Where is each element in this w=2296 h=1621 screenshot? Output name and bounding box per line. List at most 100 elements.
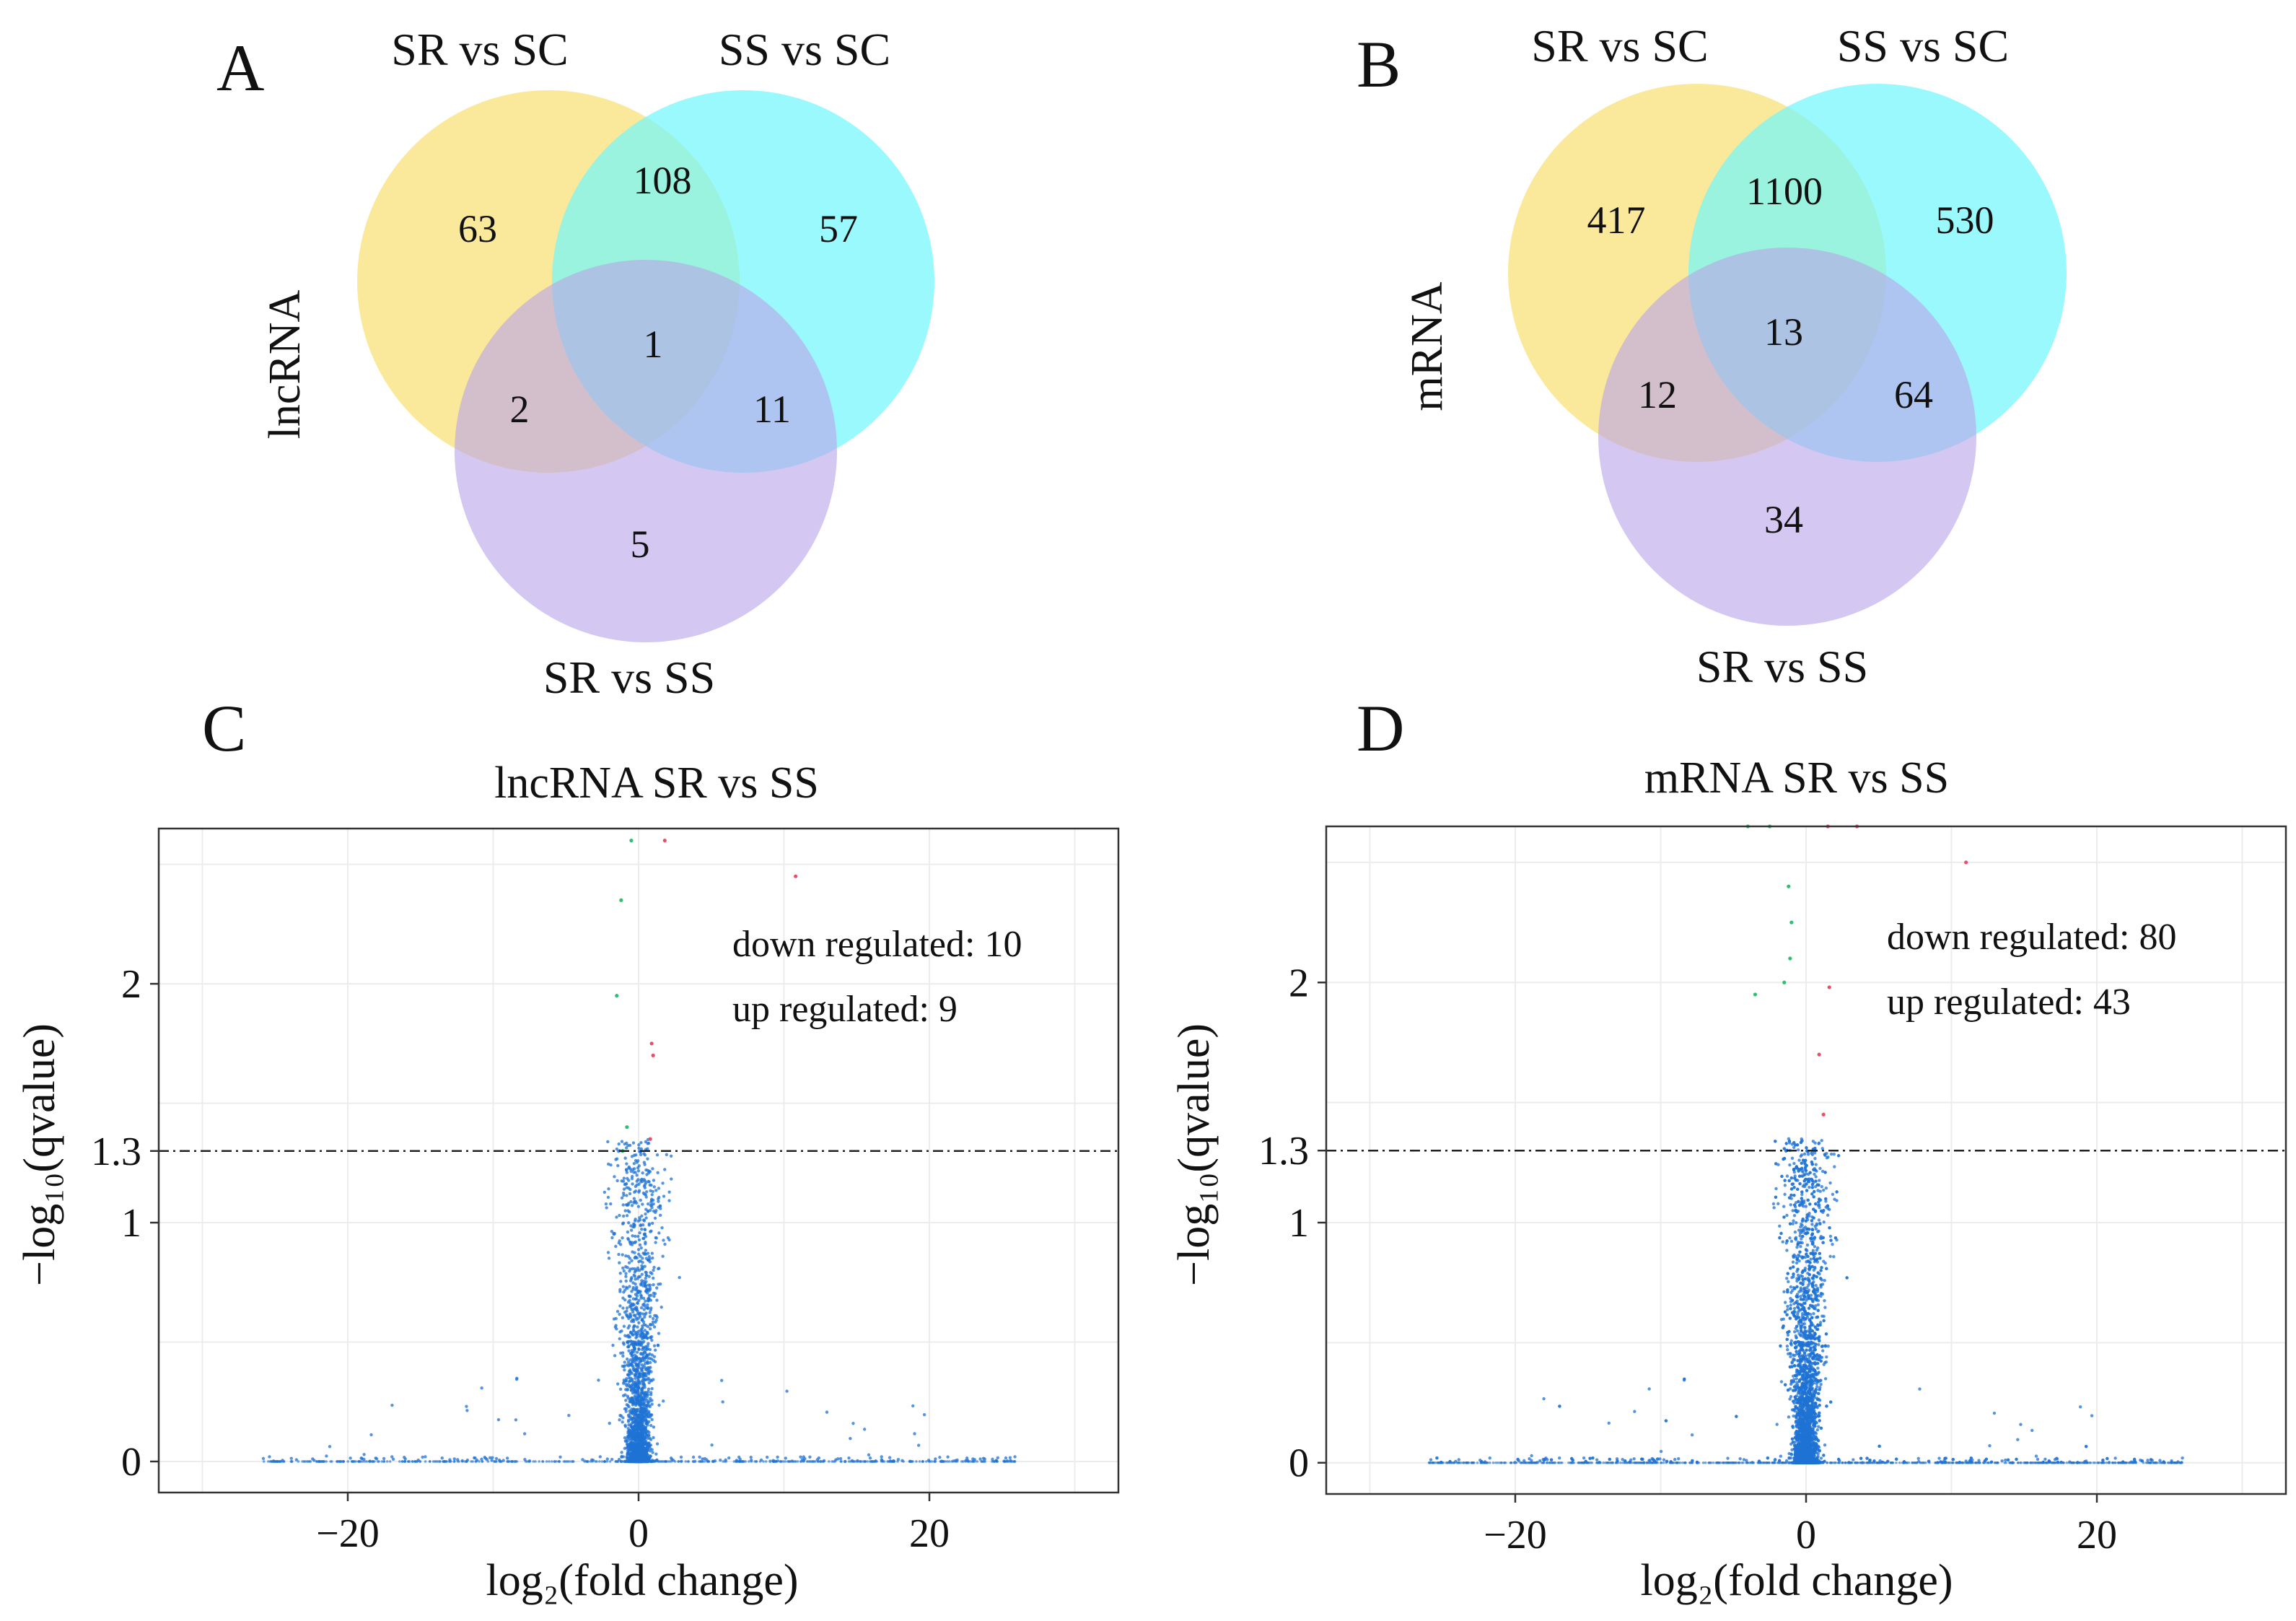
- data-point-ns: [612, 1317, 616, 1321]
- data-point-ns: [623, 1156, 627, 1160]
- data-point-ns: [669, 1456, 673, 1460]
- data-point-ns: [642, 1395, 646, 1399]
- data-point-ns: [635, 1451, 639, 1455]
- data-point-ns: [624, 1399, 628, 1402]
- data-point-ns: [960, 1460, 963, 1463]
- data-point-ns: [638, 1231, 641, 1235]
- data-point-ns: [633, 1368, 637, 1373]
- data-point-ns: [626, 1394, 630, 1398]
- data-point-ns: [749, 1455, 753, 1459]
- data-point-ns: [636, 1385, 640, 1389]
- data-point-ns: [628, 1312, 632, 1316]
- data-point-ns: [620, 1196, 624, 1200]
- data-point-ns: [652, 1378, 655, 1381]
- data-point-ns: [606, 1195, 610, 1200]
- data-point-ns: [624, 1279, 628, 1283]
- data-point-ns: [637, 1342, 641, 1346]
- data-point-ns: [635, 1174, 639, 1177]
- data-point-ns: [1937, 1456, 1941, 1460]
- data-point-ns: [325, 1460, 328, 1463]
- data-point-ns: [1814, 1163, 1818, 1166]
- data-point-ns: [631, 1302, 635, 1306]
- data-point-ns: [811, 1460, 814, 1463]
- data-point-ns: [1809, 1257, 1813, 1261]
- data-point-ns: [639, 1428, 643, 1431]
- data-point-ns: [614, 1460, 618, 1463]
- data-point-ns: [973, 1460, 976, 1463]
- data-point-ns: [657, 1403, 661, 1407]
- data-point-ns: [852, 1460, 855, 1463]
- data-point-ns: [836, 1457, 840, 1461]
- data-point-ns: [1795, 1377, 1798, 1381]
- data-point-ns: [686, 1460, 690, 1463]
- panel-letter-c: C: [202, 691, 246, 765]
- data-point-ns: [644, 1216, 648, 1220]
- data-point-ns: [491, 1456, 494, 1459]
- data-point-ns: [1823, 1262, 1827, 1265]
- data-point-ns: [2016, 1438, 2020, 1441]
- data-point-ns: [1774, 1187, 1778, 1191]
- data-point-ns: [644, 1299, 647, 1303]
- data-point-ns: [1607, 1421, 1611, 1425]
- data-point-ns: [641, 1171, 644, 1175]
- data-point-ns: [548, 1460, 551, 1463]
- data-point-ns: [631, 1182, 634, 1186]
- data-point-ns: [642, 1403, 646, 1407]
- data-point-ns: [666, 1236, 670, 1240]
- data-point-ns: [658, 1460, 662, 1463]
- data-point-ns: [928, 1460, 932, 1463]
- data-point-ns: [642, 1308, 646, 1311]
- data-point-ns: [1002, 1460, 1006, 1463]
- data-point-ns: [626, 1446, 629, 1450]
- data-point-ns: [620, 1140, 624, 1143]
- data-point-ns: [641, 1341, 644, 1345]
- data-point-ns: [930, 1460, 934, 1463]
- data-point-ns: [854, 1460, 858, 1463]
- data-point-ns: [622, 1176, 626, 1180]
- data-point-ns: [764, 1460, 768, 1463]
- data-point-ns: [598, 1460, 601, 1463]
- data-point-ns: [550, 1460, 553, 1463]
- data-point-ns: [645, 1404, 649, 1408]
- data-point-ns: [1779, 1380, 1784, 1384]
- data-point-ns: [644, 1280, 648, 1284]
- data-point-ns: [620, 1179, 623, 1183]
- data-point-ns: [871, 1460, 874, 1463]
- data-point-ns: [2146, 1459, 2150, 1462]
- data-point-ns: [623, 1364, 626, 1368]
- data-point-ns: [866, 1460, 869, 1463]
- data-point-ns: [276, 1460, 279, 1463]
- data-point-ns: [622, 1342, 626, 1346]
- data-point-ns: [644, 1311, 648, 1315]
- data-point-ns: [631, 1326, 636, 1329]
- data-point-ns: [618, 1213, 621, 1218]
- data-point-ns: [647, 1202, 650, 1206]
- data-point-ns: [636, 1266, 640, 1270]
- data-point-ns: [656, 1171, 660, 1175]
- data-point-ns: [400, 1460, 404, 1463]
- data-point-ns: [644, 1241, 647, 1244]
- data-point-ns: [964, 1460, 968, 1463]
- data-point-ns: [627, 1221, 631, 1225]
- data-point-ns: [623, 1182, 628, 1186]
- data-point-ns: [628, 1430, 633, 1434]
- data-point-ns: [532, 1460, 535, 1463]
- data-point-ns: [642, 1219, 647, 1223]
- data-point-ns: [654, 1452, 658, 1456]
- data-point-ns: [666, 1460, 670, 1463]
- data-point-ns: [626, 1209, 630, 1213]
- data-point-ns: [644, 1425, 647, 1430]
- venn-b-set3-label: SR vs SS: [1696, 641, 1868, 692]
- data-point-ns: [1789, 1355, 1792, 1358]
- data-point-ns: [652, 1436, 655, 1440]
- venn-a-set3-label: SR vs SS: [543, 652, 715, 703]
- data-point-ns: [624, 1264, 628, 1269]
- data-point-ns: [615, 1382, 620, 1386]
- data-point-ns: [652, 1268, 655, 1272]
- data-point-ns: [615, 1309, 620, 1314]
- data-point-ns: [1808, 1185, 1811, 1189]
- data-point-ns: [799, 1460, 802, 1463]
- data-point-ns: [655, 1298, 659, 1302]
